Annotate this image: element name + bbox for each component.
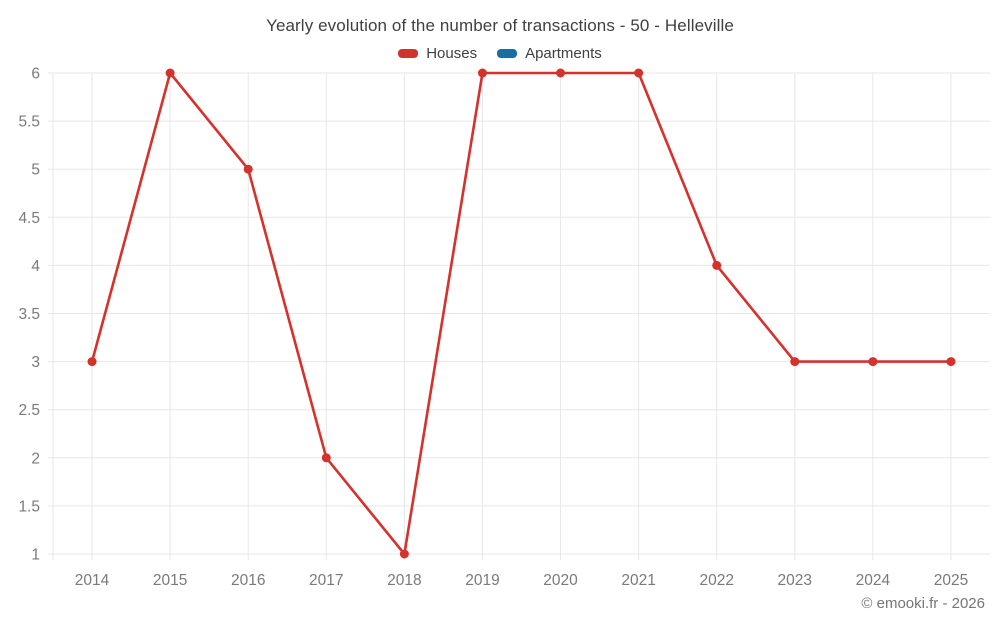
x-tick-label: 2019 [465,572,499,589]
data-point-houses-2021[interactable] [634,68,644,78]
data-point-houses-2018[interactable] [399,549,409,559]
x-tick-label: 2024 [856,572,891,589]
x-tick-label: 2025 [934,572,968,589]
y-tick-label: 3.5 [18,306,40,323]
x-tick-label: 2016 [231,572,265,589]
y-tick-label: 6 [31,66,40,83]
data-point-houses-2022[interactable] [712,260,722,270]
y-tick-label: 2 [31,450,40,467]
data-point-houses-2020[interactable] [556,68,566,78]
data-point-houses-2014[interactable] [87,357,97,367]
copyright: © emooki.fr - 2026 [861,595,985,612]
series-line-houses [90,71,953,556]
y-tick-label: 2.5 [18,402,40,419]
data-point-houses-2025[interactable] [946,357,956,367]
legend-item-houses[interactable]: Houses [398,45,477,62]
x-tick-label: 2014 [75,572,110,589]
data-point-houses-2024[interactable] [868,357,878,367]
data-point-houses-2016[interactable] [243,164,253,174]
x-tick-label: 2023 [778,572,812,589]
x-tick-label: 2022 [699,572,733,589]
y-tick-label: 1.5 [18,498,40,515]
y-tick-label: 4 [31,258,40,275]
y-tick-label: 5.5 [18,114,40,131]
y-tick-label: 1 [31,547,40,564]
legend-swatch-houses [398,49,419,58]
x-tick-label: 2015 [153,572,187,589]
data-point-houses-2023[interactable] [790,357,800,367]
y-tick-label: 3 [31,354,40,371]
x-tick-label: 2021 [621,572,655,589]
chart-legend: Houses Apartments [0,45,1000,62]
legend-swatch-apartments [497,49,518,58]
data-point-houses-2015[interactable] [165,68,175,78]
x-tick-label: 2017 [309,572,343,589]
y-tick-label: 4.5 [18,210,40,227]
legend-item-apartments[interactable]: Apartments [497,45,602,62]
chart-title: Yearly evolution of the number of transa… [266,16,734,35]
data-point-houses-2017[interactable] [321,453,331,463]
legend-label: Houses [426,45,478,62]
data-point-houses-2019[interactable] [477,68,487,78]
legend-label: Apartments [525,45,602,62]
x-tick-label: 2018 [387,572,421,589]
x-tick-label: 2020 [543,572,578,589]
y-tick-label: 5 [31,162,40,179]
